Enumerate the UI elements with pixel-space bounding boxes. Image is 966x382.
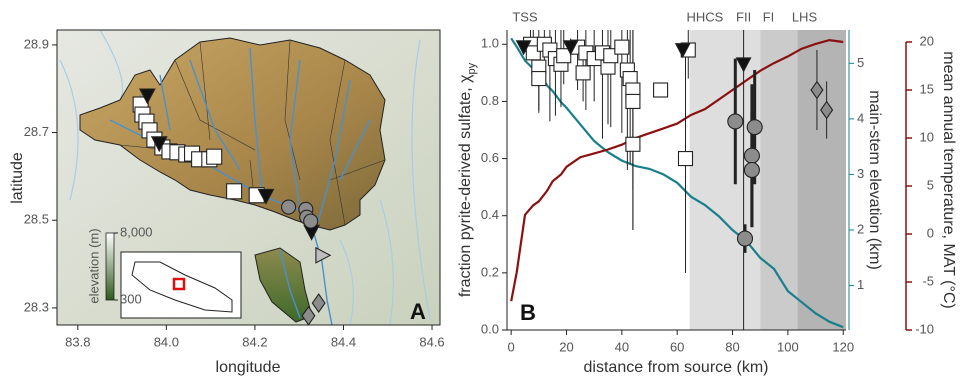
zone-band xyxy=(760,30,797,330)
zone-label: HHCS xyxy=(686,9,723,24)
y3-tick-label: 0 xyxy=(927,225,934,240)
circle-marker xyxy=(728,114,743,129)
y-tick-label: 28.7 xyxy=(24,124,49,139)
y-tick-label: 0.4 xyxy=(481,207,499,222)
zone-label: FI xyxy=(763,9,775,24)
y3-tick-label: -5 xyxy=(922,273,934,288)
square-marker xyxy=(576,66,590,80)
zone-label: TSS xyxy=(512,9,538,24)
square-marker xyxy=(615,40,629,54)
zone-band xyxy=(798,30,846,330)
map xyxy=(57,30,440,325)
colorbar-tick-label: 8,000 xyxy=(120,224,153,239)
circle-marker xyxy=(304,214,318,228)
colorbar-tick-label: 300 xyxy=(120,291,142,306)
zone-label: FII xyxy=(736,9,751,24)
square-marker xyxy=(678,152,692,166)
x-tick-label: 60 xyxy=(670,339,684,354)
y2-tick-label: 5 xyxy=(857,55,864,70)
circle-marker xyxy=(744,163,759,178)
y-tick-label: 0.8 xyxy=(481,93,499,108)
y2-axis-label: main-stem elevation (km) xyxy=(866,90,883,270)
y-axis-label: fraction pyrite-derived sulfate, χpy xyxy=(457,62,478,297)
zone-band xyxy=(690,30,761,330)
y2-tick-label: 3 xyxy=(857,166,864,181)
y-tick-label: 1.0 xyxy=(481,36,499,51)
y3-tick-label: -10 xyxy=(915,321,934,336)
y2-tick-label: 2 xyxy=(857,221,864,236)
y3-tick-label: 15 xyxy=(920,81,934,96)
x-tick-label: 84.0 xyxy=(154,334,179,349)
x-tick-label: 20 xyxy=(559,339,573,354)
square-marker xyxy=(626,94,640,108)
circle-marker xyxy=(737,231,752,246)
square-marker xyxy=(654,83,668,97)
zone-label: LHS xyxy=(792,9,818,24)
square-marker xyxy=(626,137,640,151)
y2-tick-label: 1 xyxy=(857,277,864,292)
y-tick-label: 0.2 xyxy=(481,264,499,279)
x-tick-label: 83.8 xyxy=(65,334,90,349)
y-tick-label: 28.9 xyxy=(24,36,49,51)
y-tick-label: 28.5 xyxy=(24,212,49,227)
square-marker xyxy=(227,184,242,199)
y3-tick-label: 20 xyxy=(920,33,934,48)
x-axis-label: distance from source (km) xyxy=(584,359,769,376)
figure: longitude latitude A elevation (m) dista… xyxy=(0,0,966,382)
x-tick-label: 80 xyxy=(725,339,739,354)
square-marker xyxy=(207,149,222,164)
x-tick-label: 40 xyxy=(615,339,629,354)
bands xyxy=(690,30,846,330)
x-tick-label: 0 xyxy=(508,339,515,354)
x-axis-label: longitude xyxy=(216,359,281,376)
y3-axis-label: mean annual temperature, MAT (°C) xyxy=(940,51,957,308)
circle-marker xyxy=(282,200,296,214)
circle-marker xyxy=(747,120,762,135)
x-tick-label: 120 xyxy=(832,339,854,354)
x-tick-label: 84.4 xyxy=(331,334,356,349)
panel-label: A xyxy=(410,299,426,324)
x-tick-label: 84.2 xyxy=(242,334,267,349)
x-tick-label: 84.6 xyxy=(419,334,444,349)
y-axis-label-sub: py xyxy=(466,62,478,74)
y-tick-label: 28.3 xyxy=(24,299,49,314)
x-tick-label: 100 xyxy=(777,339,799,354)
y-tick-label: 0.0 xyxy=(481,321,499,336)
y2-tick-label: 4 xyxy=(857,110,864,125)
y-axis-label-main: fraction pyrite-derived sulfate, χ xyxy=(457,74,474,297)
y-axis-label: latitude xyxy=(9,152,26,204)
y-tick-label: 0.6 xyxy=(481,150,499,165)
colorbar xyxy=(106,233,114,300)
colorbar-label: elevation (m) xyxy=(86,228,101,303)
y3-tick-label: 10 xyxy=(920,129,934,144)
square-marker xyxy=(532,72,546,86)
panel-label: B xyxy=(520,300,536,325)
y3-tick-label: 5 xyxy=(927,177,934,192)
circle-marker xyxy=(744,148,759,163)
